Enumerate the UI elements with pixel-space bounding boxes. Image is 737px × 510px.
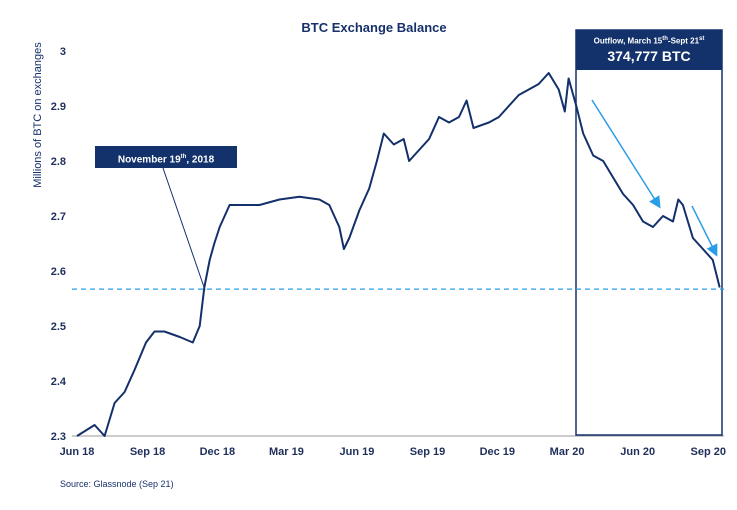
trend-arrow: [691, 205, 718, 257]
annotation-sup: th: [180, 154, 187, 160]
outflow-frame: [575, 29, 723, 436]
november-leader-line: [162, 167, 206, 291]
y-tick-label: 2.8: [51, 156, 66, 168]
y-tick-label: 2.5: [51, 321, 66, 333]
outflow-sup: th: [662, 36, 668, 42]
source-note: Source: Glassnode (Sep 21): [60, 479, 174, 489]
outflow-sup: st: [699, 36, 705, 42]
outflow-label-end: -Sept 21: [667, 36, 700, 46]
y-axis-label: Millions of BTC on exchanges: [32, 42, 44, 188]
chart-title: BTC Exchange Balance: [301, 20, 446, 35]
x-tick-label: Dec 18: [200, 446, 235, 458]
series-line: [76, 72, 721, 437]
outflow-label: Outflow, March 15: [593, 36, 663, 46]
november-annotation: November 19th, 2018: [95, 146, 237, 168]
trend-arrow: [591, 99, 661, 209]
x-tick-label: Mar 20: [550, 446, 585, 458]
outflow-value: 374,777 BTC: [607, 47, 691, 64]
y-tick-label: 2.6: [51, 266, 66, 278]
x-tick-label: Jun 18: [60, 446, 95, 458]
x-tick-label: Dec 19: [480, 446, 515, 458]
x-tick-label: Sep 20: [691, 446, 726, 458]
outflow-annotation: Outflow, March 15th-Sept 21st 374,777 BT…: [576, 30, 722, 70]
x-tick-label: Sep 18: [130, 446, 165, 458]
x-tick-label: Mar 19: [269, 446, 304, 458]
x-tick-label: Sep 19: [410, 446, 445, 458]
annotation-suffix: , 2018: [186, 154, 215, 166]
annotation-text: November 19: [117, 154, 181, 166]
x-tick-label: Jun 19: [340, 446, 375, 458]
y-tick-label: 2.7: [51, 211, 66, 223]
y-tick-label: 2.3: [51, 431, 66, 443]
y-tick-label: 2.9: [51, 101, 66, 113]
y-tick-label: 3: [60, 46, 66, 58]
y-tick-label: 2.4: [51, 376, 67, 388]
x-tick-label: Jun 20: [620, 446, 655, 458]
